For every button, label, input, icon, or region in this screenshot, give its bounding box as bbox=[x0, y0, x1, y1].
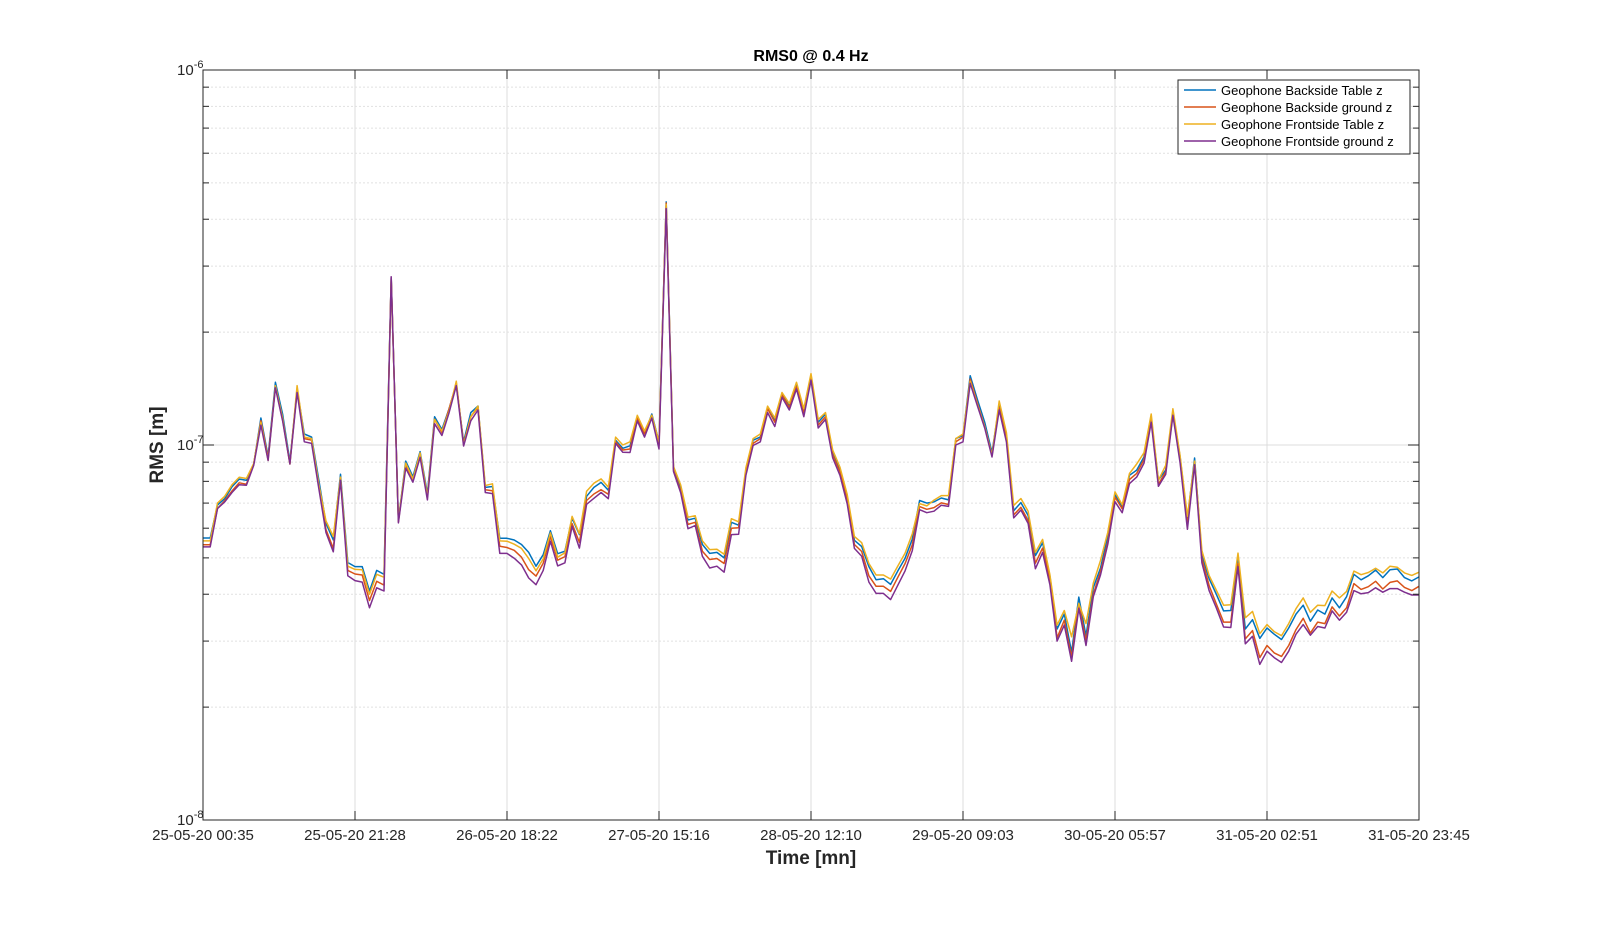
y-tick-exponent: -8 bbox=[194, 809, 204, 821]
series-line-4 bbox=[203, 207, 1419, 666]
y-tick-base: 10 bbox=[177, 812, 194, 829]
axis-ticks: 25-05-20 00:35 25-05-20 21:28 26-05-20 18:… bbox=[152, 59, 1470, 844]
y-tick-label: 10-7 bbox=[177, 434, 203, 454]
y-tick-exponent: -7 bbox=[194, 434, 204, 446]
x-tick-label: 31-05-20 23:45 bbox=[1368, 827, 1470, 844]
legend-label: Geophone Backside ground z bbox=[1221, 100, 1392, 115]
y-axis-title: RMS [m] bbox=[147, 406, 168, 483]
chart-title: RMS0 @ 0.4 Hz bbox=[753, 48, 868, 65]
x-tick-label: 26-05-20 18:22 bbox=[456, 827, 558, 844]
y-tick-label: 10-6 bbox=[177, 59, 203, 79]
legend: Geophone Backside Table z Geophone Backsi… bbox=[1177, 79, 1411, 155]
x-tick-label: 28-05-20 12:10 bbox=[760, 827, 862, 844]
x-tick-label: 30-05-20 05:57 bbox=[1064, 827, 1166, 844]
x-tick-label: 29-05-20 09:03 bbox=[912, 827, 1014, 844]
legend-label: Geophone Frontside Table z bbox=[1221, 117, 1384, 132]
legend-label: Geophone Backside Table z bbox=[1221, 83, 1383, 98]
y-tick-label: 10-8 bbox=[177, 809, 203, 829]
series-lines bbox=[203, 201, 1420, 666]
legend-label: Geophone Frontside ground z bbox=[1221, 134, 1394, 149]
x-tick-label: 25-05-20 00:35 bbox=[152, 827, 254, 844]
y-tick-base: 10 bbox=[177, 62, 194, 79]
x-tick-label: 25-05-20 21:28 bbox=[304, 827, 406, 844]
legend-box bbox=[1177, 79, 1411, 155]
series-line-3 bbox=[203, 203, 1420, 638]
y-tick-exponent: -6 bbox=[194, 59, 204, 71]
y-tick-base: 10 bbox=[177, 437, 194, 454]
x-axis-title: Time [mn] bbox=[766, 848, 856, 869]
x-tick-label: 31-05-20 02:51 bbox=[1216, 827, 1318, 844]
x-tick-label: 27-05-20 15:16 bbox=[608, 827, 710, 844]
